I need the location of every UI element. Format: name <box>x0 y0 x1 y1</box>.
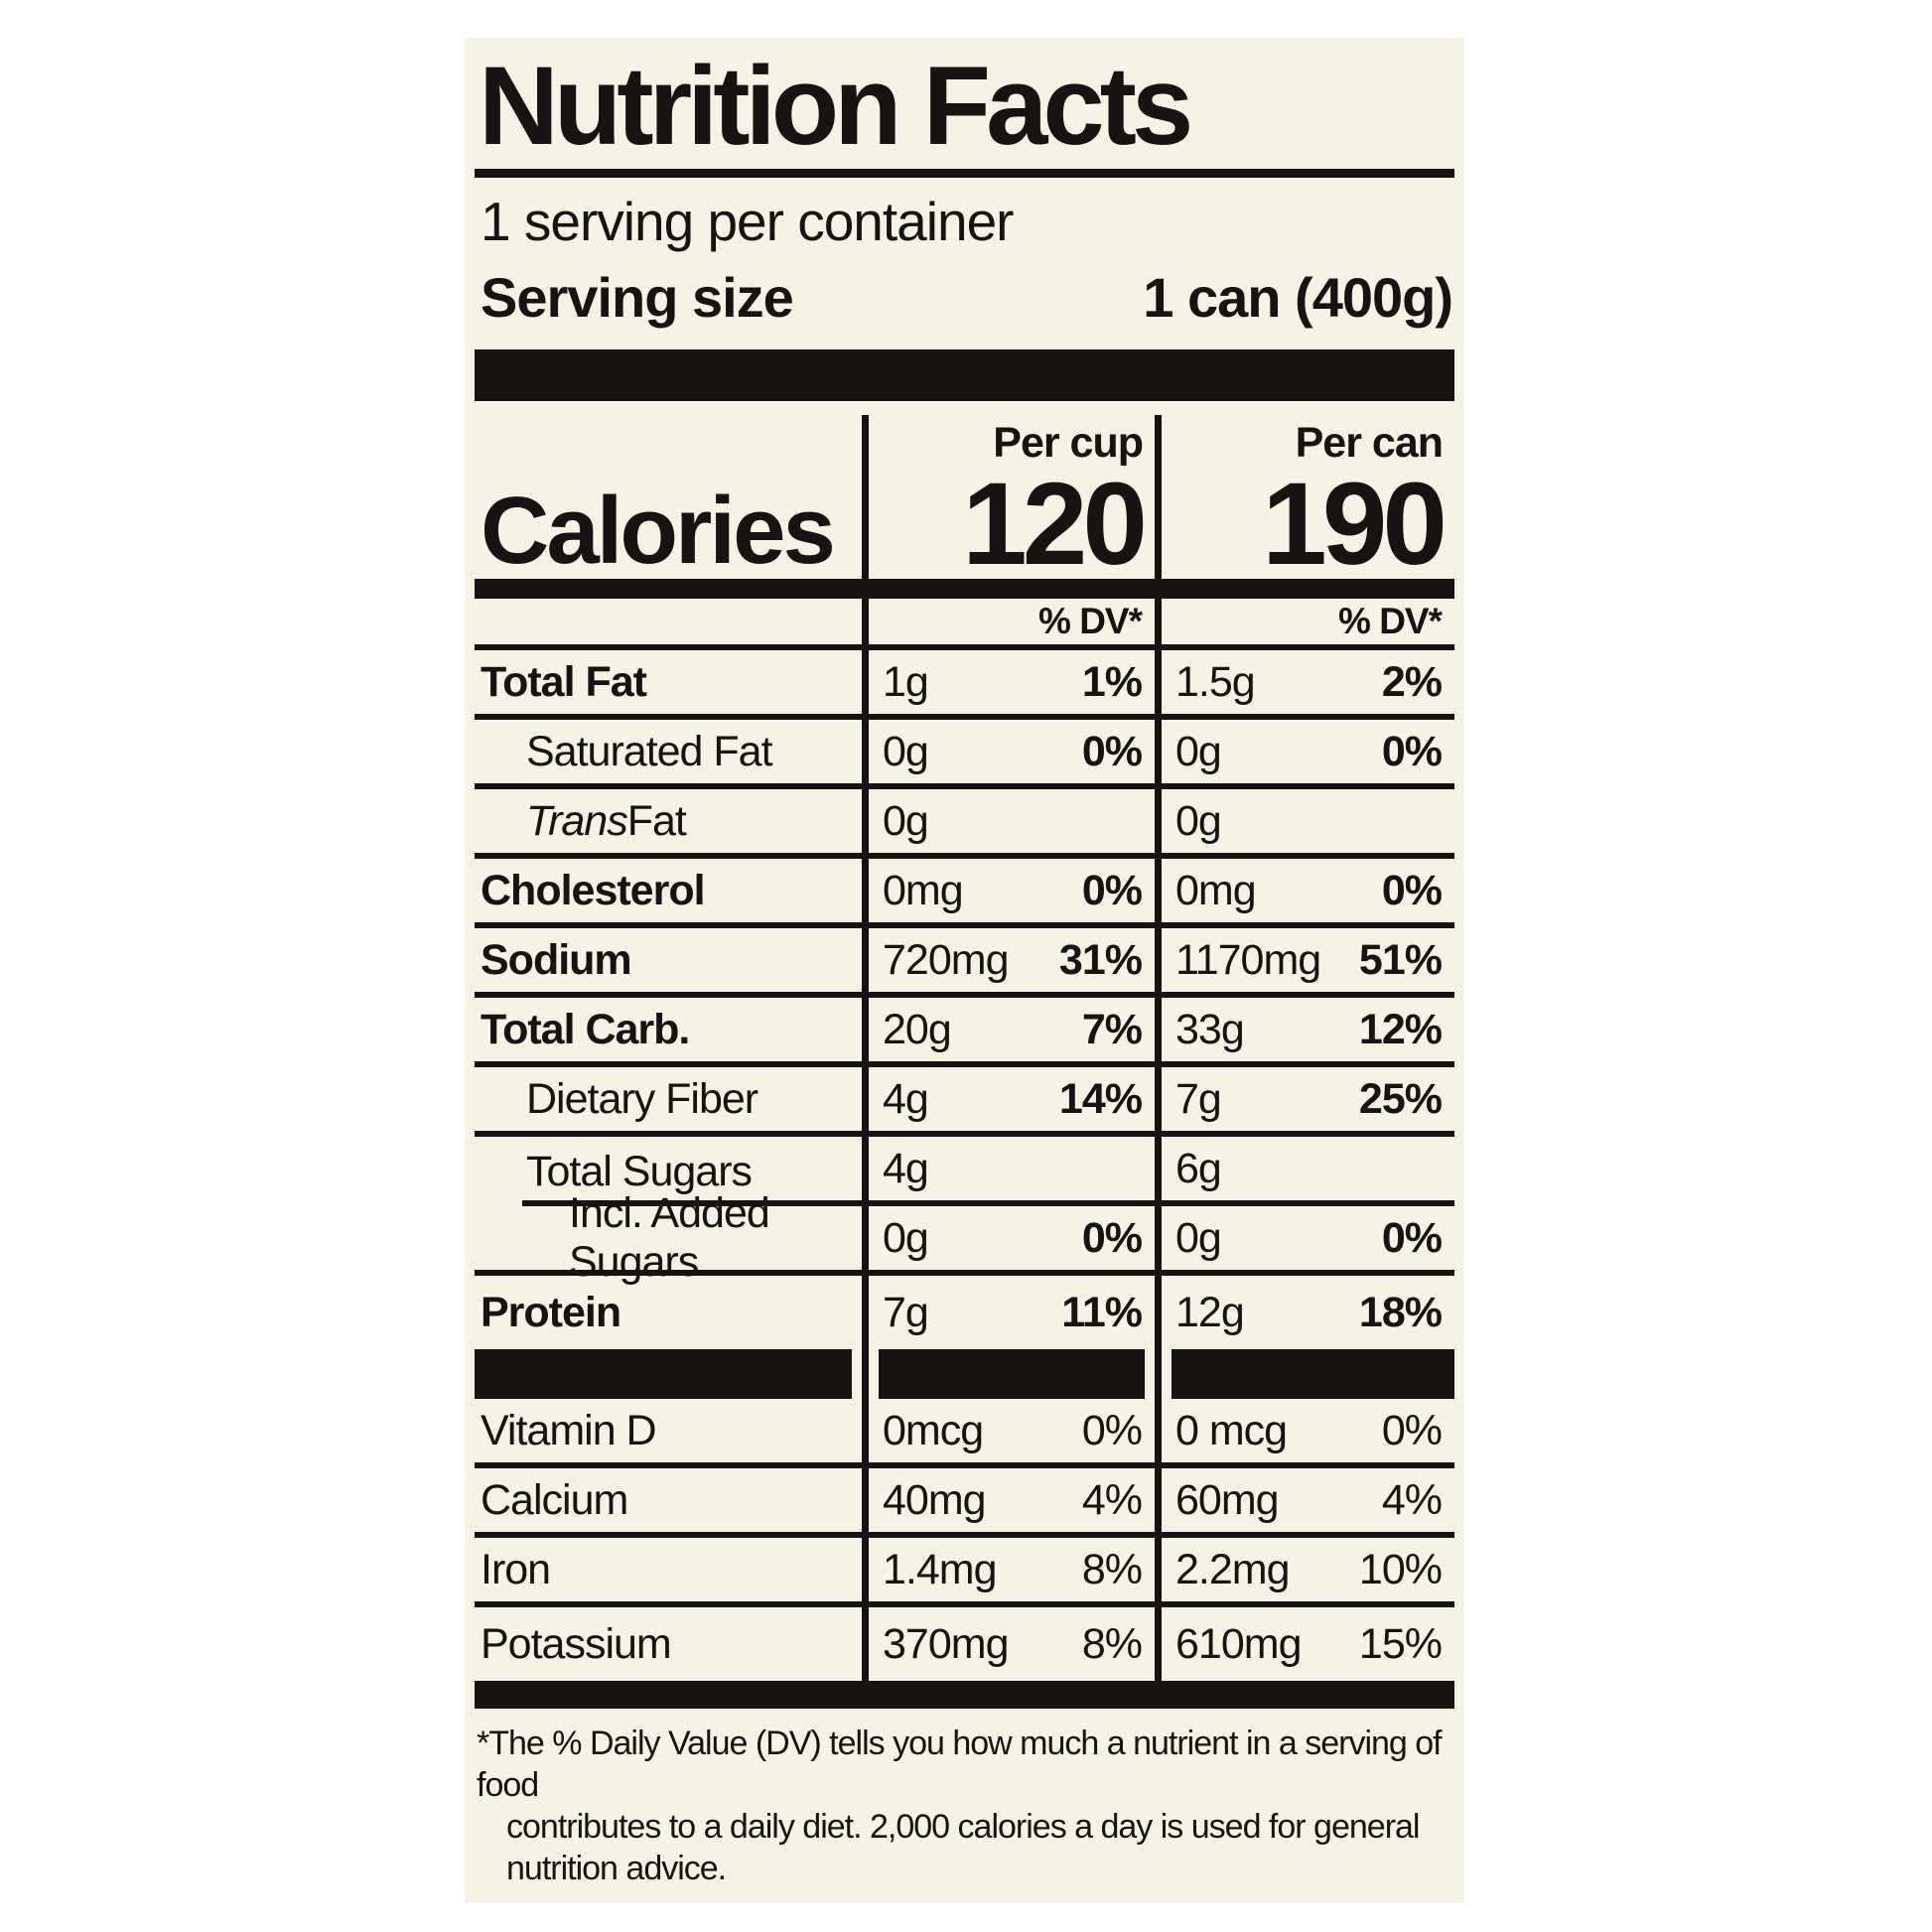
per-can-cell: 0g 0% <box>1155 720 1454 790</box>
calories-label-cell: Calories <box>475 415 862 600</box>
per-can-cell: 1170mg 51% <box>1155 928 1454 999</box>
serving-size-label: Serving size <box>481 266 794 330</box>
servings-per-container: 1 serving per container <box>481 191 1014 253</box>
per-cup-cell: 0g <box>862 789 1155 860</box>
dv-header-per-cup: % DV* <box>862 599 1155 651</box>
per-cup-cell: 0mcg 0% <box>862 1399 1155 1469</box>
per-cup-cell: 4g 14% <box>862 1067 1155 1138</box>
nutrient-name: Incl. Added Sugars <box>475 1189 862 1286</box>
per-cup-cell: 7g 11% <box>862 1276 1155 1350</box>
bottom-separator-bar <box>475 1681 1454 1710</box>
per-cup-cell: 370mg 8% <box>862 1607 1155 1682</box>
footnote-line-1: *The % Daily Value (DV) tells you how mu… <box>477 1725 1443 1805</box>
per-cup-cell: 0g 0% <box>862 1206 1155 1277</box>
nutrient-name: Total Fat <box>475 650 862 721</box>
serving-size-value: 1 can (400g) <box>1143 266 1453 330</box>
per-cup-cell: 20g 7% <box>862 998 1155 1068</box>
dv-header-empty-cell <box>475 599 862 651</box>
nutrient-name: Sodium <box>475 928 862 999</box>
section-separator-bar <box>475 349 1454 402</box>
per-can-cell: 0g <box>1155 789 1454 860</box>
per-can-cell: 6g <box>1155 1137 1454 1207</box>
separator-bar-segment <box>475 1349 862 1400</box>
nutrient-name: Dietary Fiber <box>475 1067 862 1138</box>
nutrition-table: Calories Per cup 120 Per can 190 % DV* %… <box>475 415 1454 1682</box>
nutrient-name: Cholesterol <box>475 859 862 929</box>
nutrient-name: Total Sugars <box>475 1137 862 1207</box>
nutrient-name: Calcium <box>475 1468 862 1539</box>
nutrient-name: Protein <box>481 1288 621 1336</box>
nutrient-name: Vitamin D <box>475 1399 862 1469</box>
per-cup-cell: 720mg 31% <box>862 928 1155 999</box>
nutrient-name: Saturated Fat <box>475 720 862 790</box>
per-cup-cell: 1g 1% <box>862 650 1155 721</box>
per-can-cell: 610mg 15% <box>1155 1607 1454 1682</box>
per-can-cell: 0g 0% <box>1155 1206 1454 1277</box>
serving-size-row: Serving size 1 can (400g) <box>481 265 1453 330</box>
per-cup-cell: 0g 0% <box>862 720 1155 790</box>
per-cup-header: Per cup <box>993 419 1144 468</box>
dv-header-per-can: % DV* <box>1155 599 1454 651</box>
per-can-cell: 33g 12% <box>1155 998 1454 1068</box>
per-cup-cell: 4g <box>862 1137 1155 1207</box>
calories-per-cup-value: 120 <box>962 459 1148 591</box>
footnote-line-2: contributes to a daily diet. 2,000 calor… <box>506 1808 1420 1888</box>
separator-bar-segment <box>862 1349 1155 1400</box>
per-cup-cell: 0mg 0% <box>862 859 1155 929</box>
per-cup-cell: 40mg 4% <box>862 1468 1155 1539</box>
label-title: Nutrition Facts <box>475 46 1454 179</box>
per-can-cell: 7g 25% <box>1155 1067 1454 1138</box>
calories-per-cup-cell: Per cup 120 <box>862 415 1155 600</box>
per-can-cell: 0mg 0% <box>1155 859 1454 929</box>
calories-per-can-cell: Per can 190 <box>1155 415 1454 600</box>
separator-bar-segment <box>1155 1349 1454 1400</box>
calories-per-can-value: 190 <box>1262 459 1448 591</box>
daily-value-footnote: *The % Daily Value (DV) tells you how mu… <box>477 1723 1454 1889</box>
per-can-header: Per can <box>1295 419 1444 468</box>
nutrient-name: Potassium <box>481 1619 672 1668</box>
nutrient-name: Total Carb. <box>475 998 862 1068</box>
nutrient-name: Iron <box>475 1538 862 1608</box>
per-can-cell: 2.2mg 10% <box>1155 1538 1454 1608</box>
per-can-cell: 60mg 4% <box>1155 1468 1454 1539</box>
per-can-cell: 0 mcg 0% <box>1155 1399 1454 1469</box>
per-can-cell: 1.5g 2% <box>1155 650 1454 721</box>
calories-label: Calories <box>481 477 836 584</box>
nutrient-name: Trans Fat <box>475 789 862 860</box>
per-cup-cell: 1.4mg 8% <box>862 1538 1155 1608</box>
per-can-cell: 12g 18% <box>1155 1276 1454 1350</box>
nutrition-facts-label: Nutrition Facts 1 serving per container … <box>465 38 1464 1904</box>
